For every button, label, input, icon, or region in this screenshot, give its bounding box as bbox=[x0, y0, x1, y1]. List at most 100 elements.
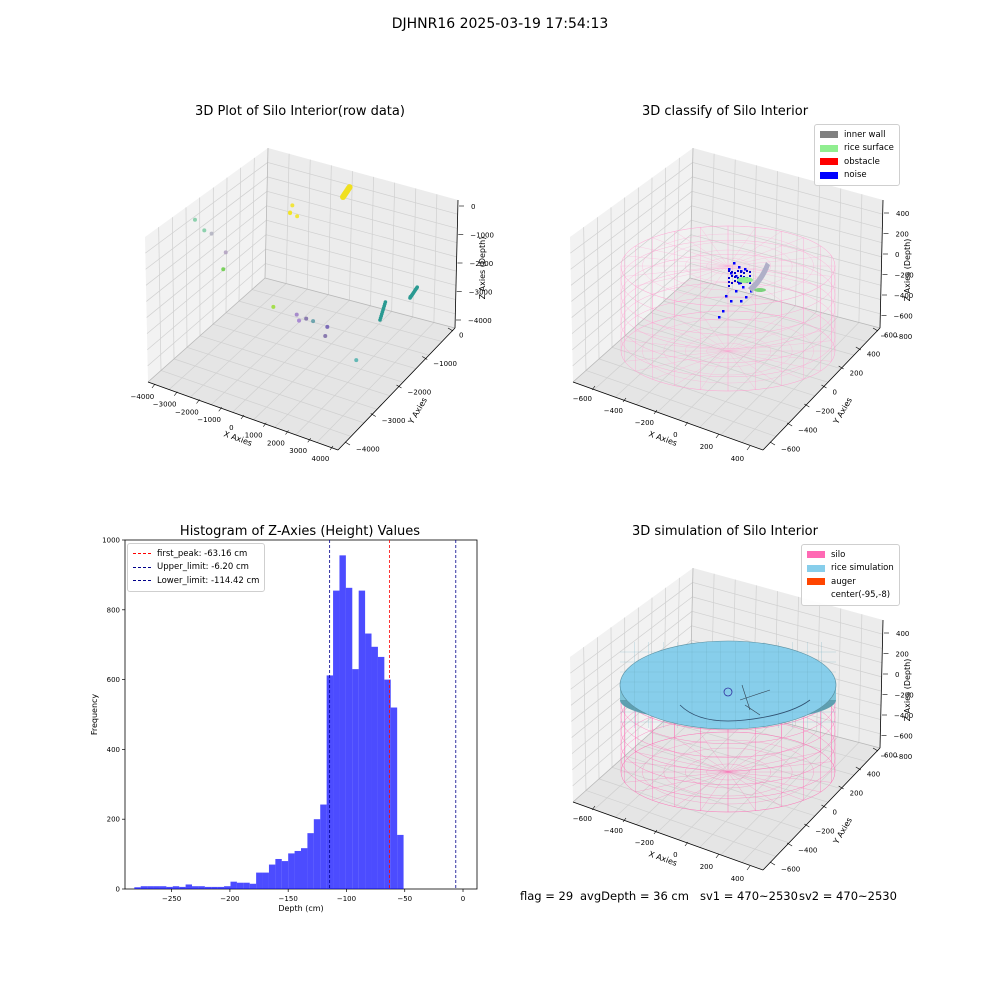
legend-item-silo: silo bbox=[807, 548, 894, 562]
y-tick-label: 0 bbox=[833, 389, 837, 397]
noise-point bbox=[731, 275, 733, 277]
gridline bbox=[267, 176, 458, 229]
gridline bbox=[610, 627, 613, 768]
gridline bbox=[598, 778, 790, 844]
histogram-bar bbox=[134, 887, 141, 889]
legend-label: auger bbox=[831, 576, 856, 587]
panel3-legend: first_peak: -63.16 cm Upper_limit: -6.20… bbox=[127, 543, 266, 592]
tick-mark bbox=[821, 384, 827, 389]
tick-mark bbox=[263, 422, 267, 427]
gridline bbox=[186, 347, 378, 410]
gridline bbox=[663, 300, 855, 356]
noise-point bbox=[746, 270, 748, 272]
gridline bbox=[570, 611, 693, 706]
x-tick-label: 0 bbox=[673, 851, 677, 859]
tick-mark bbox=[838, 365, 844, 370]
tick-mark bbox=[855, 346, 861, 351]
noise-point bbox=[718, 316, 721, 319]
silo-cap-spoke bbox=[635, 771, 729, 793]
gridline bbox=[433, 194, 438, 323]
histogram-bar bbox=[307, 833, 314, 889]
silo-cap-spoke bbox=[727, 255, 832, 267]
legend-label: noise bbox=[844, 170, 867, 181]
z-tick-label: −4000 bbox=[468, 317, 492, 325]
data-point bbox=[288, 210, 293, 215]
gridline bbox=[211, 294, 329, 405]
gridline bbox=[650, 732, 842, 790]
tick-mark bbox=[151, 383, 156, 389]
histogram-bar bbox=[390, 707, 398, 889]
tick-mark bbox=[746, 865, 751, 871]
silo-cap-spoke bbox=[727, 330, 821, 352]
legend-label: inner wall bbox=[844, 129, 886, 140]
gridline bbox=[593, 283, 712, 390]
rice-simulation-top bbox=[620, 641, 836, 729]
gridline bbox=[650, 177, 653, 313]
legend-line bbox=[133, 566, 151, 568]
tick-mark bbox=[715, 853, 720, 859]
legend-item-lower-limit: Lower_limit: -114.42 cm bbox=[133, 574, 259, 588]
noise-point bbox=[728, 268, 731, 271]
gridline bbox=[171, 217, 175, 359]
silo-cap-spoke bbox=[727, 237, 804, 267]
silo-cap-spoke bbox=[727, 340, 832, 352]
legend-item-first-peak: first_peak: -63.16 cm bbox=[133, 547, 259, 561]
legend-item-inner-wall: inner wall bbox=[820, 128, 894, 142]
gridline bbox=[146, 219, 267, 318]
tick-mark bbox=[422, 356, 428, 360]
histogram-bar bbox=[301, 848, 308, 889]
y-tick-label: −600 bbox=[781, 866, 800, 874]
edge bbox=[264, 147, 269, 279]
x-tick-label: 0 bbox=[229, 424, 233, 432]
noise-point bbox=[722, 310, 725, 313]
figure-suptitle: DJHNR16 2025-03-19 17:54:13 bbox=[391, 16, 609, 32]
silo-cap-spoke bbox=[727, 737, 782, 773]
silo-cap-spoke bbox=[727, 322, 804, 352]
footer-flag: flag = 29 bbox=[520, 889, 574, 903]
gridline bbox=[691, 610, 883, 664]
x-tick-label: 200 bbox=[700, 863, 713, 871]
legend-label: Upper_limit: -6.20 cm bbox=[157, 562, 249, 573]
gridline bbox=[596, 637, 600, 779]
auger-line bbox=[744, 704, 761, 716]
gridline bbox=[837, 608, 842, 737]
histogram-bar bbox=[320, 804, 327, 889]
y-tick-label: 600 bbox=[884, 332, 897, 340]
tick-mark bbox=[174, 391, 178, 396]
silo-cap-spoke bbox=[674, 316, 729, 352]
z-tick-label: 200 bbox=[896, 231, 909, 239]
gridline bbox=[636, 294, 754, 405]
tick-mark bbox=[872, 327, 879, 332]
legend-label: rice surface bbox=[844, 143, 894, 154]
gridline bbox=[212, 323, 404, 383]
histogram-bar bbox=[384, 679, 391, 889]
x-tick-label: −200 bbox=[635, 839, 654, 847]
histogram-bar bbox=[281, 861, 289, 889]
gridline bbox=[370, 176, 374, 306]
noise-point bbox=[734, 276, 736, 278]
x-tick-label: −1000 bbox=[197, 416, 221, 424]
y-tick-label: −3000 bbox=[382, 417, 406, 425]
legend-label: rice simulation bbox=[831, 563, 894, 574]
legend-swatch bbox=[820, 131, 838, 139]
z-tick-label: 400 bbox=[896, 630, 909, 638]
gridline bbox=[266, 205, 457, 258]
tick-mark bbox=[218, 407, 222, 412]
gridline bbox=[676, 157, 680, 290]
noise-point bbox=[749, 282, 751, 284]
noise-point bbox=[740, 271, 742, 273]
silo-cap-spoke bbox=[624, 340, 729, 352]
tick-mark bbox=[344, 441, 351, 446]
x-tick-label: −600 bbox=[573, 815, 592, 823]
silo-cap-spoke bbox=[624, 761, 729, 773]
gridline bbox=[391, 182, 396, 312]
back-left-pane bbox=[145, 148, 268, 382]
legend-line bbox=[133, 553, 151, 555]
histogram-bar bbox=[140, 886, 148, 889]
z-tick-label: −400 bbox=[894, 292, 913, 300]
legend-swatch bbox=[820, 144, 838, 152]
histogram-bar bbox=[262, 872, 269, 889]
gridline bbox=[147, 263, 266, 367]
data-point bbox=[271, 304, 276, 309]
histogram-bar bbox=[313, 819, 321, 889]
